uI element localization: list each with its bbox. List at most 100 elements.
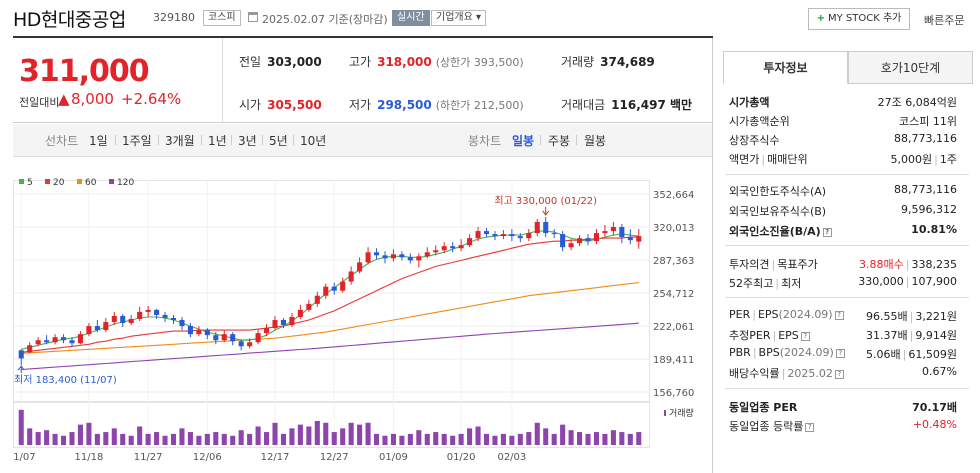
industry-rate-row: 동일업종 등락률? +0.48% bbox=[729, 418, 957, 433]
help-icon[interactable]: ? bbox=[805, 423, 815, 432]
candle-body bbox=[357, 262, 363, 272]
candle-body bbox=[619, 227, 625, 238]
quick-order-link[interactable]: 빠른주문 bbox=[924, 14, 965, 27]
volume-bar bbox=[69, 432, 75, 445]
legend-label: 60 bbox=[85, 178, 97, 188]
realtime-button[interactable]: 실시간 bbox=[392, 10, 430, 26]
volume-bar bbox=[44, 430, 50, 445]
candle-body bbox=[483, 231, 490, 235]
tab-investment-info[interactable]: 투자정보 bbox=[723, 51, 848, 84]
volume-bar bbox=[577, 432, 583, 445]
candle-body bbox=[86, 326, 92, 335]
candle-body bbox=[280, 319, 287, 326]
candle-body bbox=[610, 227, 616, 232]
x-tick-label: 12/17 bbox=[261, 452, 290, 463]
foreign-limit-row: 외국인한도주식수(A) 88,773,116 bbox=[729, 183, 957, 198]
volume-bar bbox=[331, 432, 337, 445]
x-tick-label: 02/03 bbox=[497, 452, 526, 463]
volume-bar bbox=[187, 432, 193, 445]
candle-body bbox=[517, 236, 523, 239]
volume-bar bbox=[137, 426, 143, 445]
volume-bar bbox=[416, 430, 422, 445]
stock-header: HD현대중공업 329180 코스피 2025.02.07 기준(장마감) 실시… bbox=[0, 0, 980, 36]
help-icon[interactable]: ? bbox=[834, 311, 844, 320]
tab-weekly[interactable]: 주봉 bbox=[548, 134, 571, 148]
investment-info-panel: 투자정보 호가10단계 시가총액 27조 6,084억원 시가총액순위 코스피 11… bbox=[712, 38, 980, 473]
candle-body bbox=[247, 342, 253, 347]
calendar-icon bbox=[248, 12, 258, 22]
stock-code: 329180 bbox=[153, 11, 195, 24]
chart-period-bar: 선차트 1일 1주일 3개월 1년 3년 5년 10년 봉차트 일봉 주봉 월봉 bbox=[13, 124, 713, 157]
section-divider bbox=[725, 174, 969, 175]
volume-bar bbox=[289, 428, 295, 445]
volume-bar bbox=[196, 435, 202, 445]
candle-body bbox=[534, 221, 540, 234]
candle-body bbox=[509, 234, 515, 237]
volume-bar bbox=[492, 435, 498, 445]
tab-1d[interactable]: 1일 bbox=[89, 134, 108, 148]
candle-body bbox=[297, 309, 303, 317]
help-icon[interactable]: ? bbox=[835, 349, 845, 358]
tab-daily[interactable]: 일봉 bbox=[512, 134, 535, 148]
section-divider bbox=[725, 245, 969, 246]
market-cap-row: 시가총액 27조 6,084억원 bbox=[729, 96, 957, 109]
volume-bar bbox=[348, 422, 354, 445]
add-mystock-button[interactable]: + MY STOCK 추가 bbox=[808, 8, 910, 30]
volume-bar bbox=[213, 432, 219, 445]
x-tick-label: 11/27 bbox=[134, 452, 163, 463]
tab-1w[interactable]: 1주일 bbox=[122, 134, 152, 148]
low-annotation: 최저 183,400 (11/07) bbox=[14, 374, 117, 386]
volume-bar bbox=[230, 435, 236, 445]
tab-1y[interactable]: 1년 bbox=[208, 134, 227, 148]
tab-10y[interactable]: 10년 bbox=[300, 134, 327, 148]
legend-label: 20 bbox=[53, 178, 65, 188]
volume-bar bbox=[568, 430, 574, 445]
ma60-line bbox=[21, 282, 639, 354]
price-chart[interactable]: 352,664 320,013 287,363 254,712 222,061 189,4… bbox=[13, 158, 713, 473]
y-tick-label: 222,061 bbox=[653, 322, 694, 333]
tab-5y[interactable]: 5년 bbox=[269, 134, 288, 148]
volume-bar bbox=[636, 432, 642, 445]
legend-swatch bbox=[77, 179, 82, 184]
volume-bar bbox=[264, 432, 270, 445]
help-icon[interactable]: ? bbox=[800, 332, 810, 341]
tab-3y[interactable]: 3년 bbox=[238, 134, 257, 148]
volume: 거래량 374,689 bbox=[561, 55, 655, 69]
x-tick-label: 11/18 bbox=[74, 452, 103, 463]
candle-body bbox=[424, 252, 430, 257]
info-tabs: 투자정보 호가10단계 bbox=[723, 51, 973, 84]
legend-label: 120 bbox=[117, 178, 134, 188]
volume-bar bbox=[27, 428, 33, 445]
section-divider bbox=[725, 388, 969, 389]
volume-bar bbox=[52, 433, 58, 445]
tab-orderbook[interactable]: 호가10단계 bbox=[848, 51, 973, 84]
tab-3m[interactable]: 3개월 bbox=[165, 134, 195, 148]
candle-body bbox=[103, 322, 109, 331]
volume-bar bbox=[441, 433, 447, 445]
volume-bar bbox=[306, 426, 312, 445]
candle-body bbox=[407, 257, 413, 261]
candle-body bbox=[137, 311, 143, 319]
tab-monthly[interactable]: 월봉 bbox=[584, 134, 607, 148]
change-label: 전일대비 bbox=[19, 96, 60, 109]
volume-bar bbox=[458, 433, 464, 445]
candle-body bbox=[196, 330, 202, 335]
candle-body bbox=[593, 233, 600, 242]
volume-bar bbox=[255, 426, 261, 445]
candle-body bbox=[467, 238, 473, 246]
base-date: 2025.02.07 기준(장마감) bbox=[262, 13, 388, 26]
change-percent: +2.64% bbox=[121, 90, 182, 108]
up-arrow-icon: ▲ bbox=[58, 90, 70, 108]
volume-bar bbox=[407, 433, 413, 445]
volume-bar bbox=[619, 432, 625, 445]
volume-bar bbox=[467, 428, 473, 445]
company-overview-dropdown[interactable]: 기업개요 ▾ bbox=[431, 10, 486, 26]
y-tick-label: 156,760 bbox=[653, 388, 694, 399]
help-icon[interactable]: ? bbox=[822, 228, 832, 237]
help-icon[interactable]: ? bbox=[834, 370, 844, 379]
candle-body bbox=[382, 255, 388, 259]
volume-bar bbox=[179, 428, 185, 445]
volume-bar bbox=[610, 430, 616, 445]
plus-icon: + bbox=[816, 13, 825, 24]
legend-label: 5 bbox=[27, 178, 33, 188]
